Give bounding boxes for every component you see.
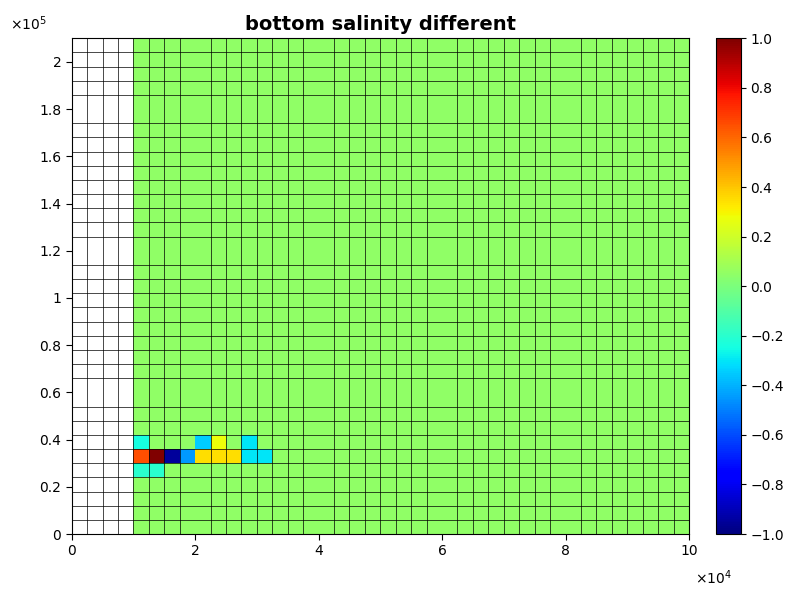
Title: bottom salinity different: bottom salinity different (245, 15, 516, 34)
Text: $\times10^5$: $\times10^5$ (10, 15, 46, 34)
Text: $\times10^4$: $\times10^4$ (695, 569, 732, 587)
